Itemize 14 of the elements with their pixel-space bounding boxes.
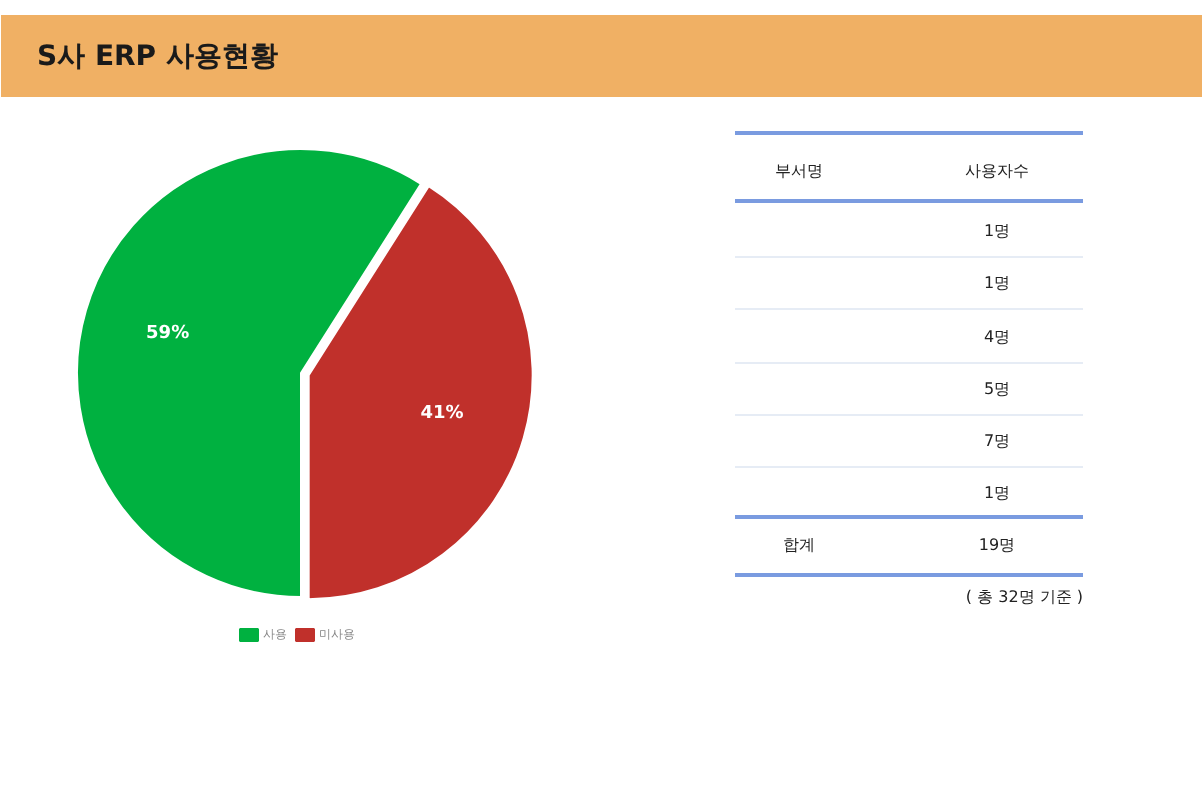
data-label: 59% [146, 324, 190, 345]
data-label: 41% [420, 403, 464, 424]
text: 19명 [978, 536, 1016, 554]
chart-title: S사 ERP 사용현황 [37, 41, 278, 73]
text: 부서명 [775, 162, 823, 180]
text: ( 총 32명 기준 ) [965, 588, 1083, 606]
text: 7명 [983, 432, 1011, 450]
text: 합계 [783, 536, 815, 554]
text: 1명 [983, 222, 1011, 240]
text: 1명 [983, 274, 1011, 292]
text: 4명 [983, 328, 1011, 346]
text: 사용자수 [965, 162, 1029, 180]
text: 1명 [983, 484, 1011, 502]
text: 5명 [983, 380, 1011, 398]
